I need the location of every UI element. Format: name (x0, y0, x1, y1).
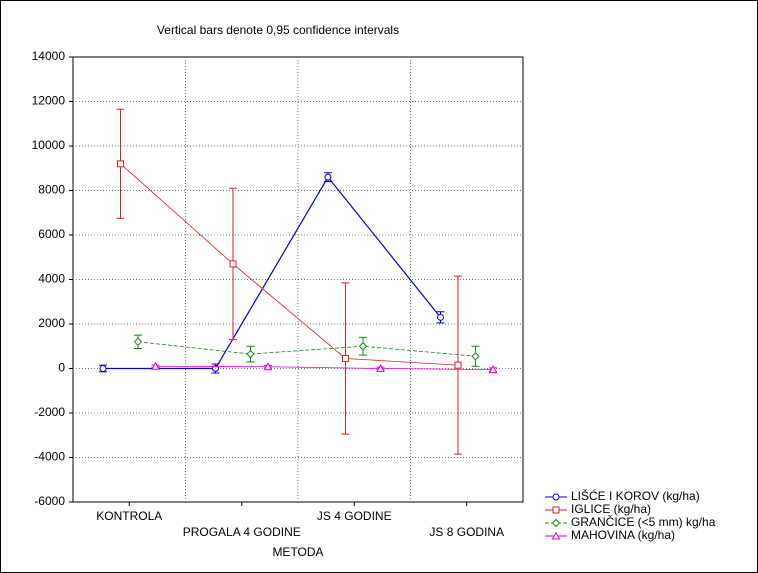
y-tick-label: -6000 (34, 494, 65, 508)
marker (358, 342, 368, 351)
legend-label: LIŠĆE I KOROV (kg/ha) (571, 488, 700, 503)
marker (342, 354, 349, 362)
x-axis-label: METODA (272, 545, 323, 559)
marker (133, 337, 143, 347)
marker (454, 361, 462, 369)
y-tick-label: -2000 (34, 405, 65, 419)
x-tick-label: PROGALA 4 GODINE (183, 525, 301, 539)
marker (99, 365, 107, 372)
marker (246, 349, 255, 359)
x-tick-label: KONTROLA (96, 509, 162, 523)
marker (437, 313, 444, 321)
marker (212, 365, 219, 372)
chart-title: Vertical bars denote 0,95 confidence int… (157, 23, 399, 37)
y-tick-label: 8000 (38, 183, 65, 197)
y-tick-label: 4000 (38, 272, 65, 286)
legend-marker (552, 506, 560, 514)
legend-marker (551, 518, 561, 528)
marker (471, 352, 480, 361)
marker (488, 365, 498, 374)
marker (229, 260, 237, 268)
marker (151, 361, 160, 370)
y-tick-label: -4000 (34, 450, 65, 464)
y-tick-label: 10000 (32, 138, 66, 152)
series-line (120, 163, 459, 366)
y-tick-label: 2000 (38, 316, 65, 330)
series-line (155, 365, 494, 371)
y-tick-label: 6000 (38, 227, 65, 241)
marker (376, 363, 385, 372)
series-line (137, 341, 476, 357)
legend-label: GRANČICE (<5 mm) kg/ha (571, 514, 716, 529)
series-line (103, 176, 441, 370)
legend-label: IGLICE (kg/ha) (571, 502, 651, 516)
legend-marker (552, 493, 560, 501)
y-tick-label: 0 (58, 361, 65, 375)
legend-marker (551, 531, 561, 540)
marker (263, 362, 273, 371)
x-tick-label: JS 8 GODINA (429, 525, 504, 539)
marker (324, 173, 332, 181)
y-tick-label: 14000 (32, 49, 66, 63)
marker (117, 160, 124, 168)
legend-label: MAHOVINA (kg/ha) (571, 528, 675, 542)
x-tick-label: JS 4 GODINE (317, 509, 392, 523)
y-tick-label: 12000 (32, 94, 66, 108)
